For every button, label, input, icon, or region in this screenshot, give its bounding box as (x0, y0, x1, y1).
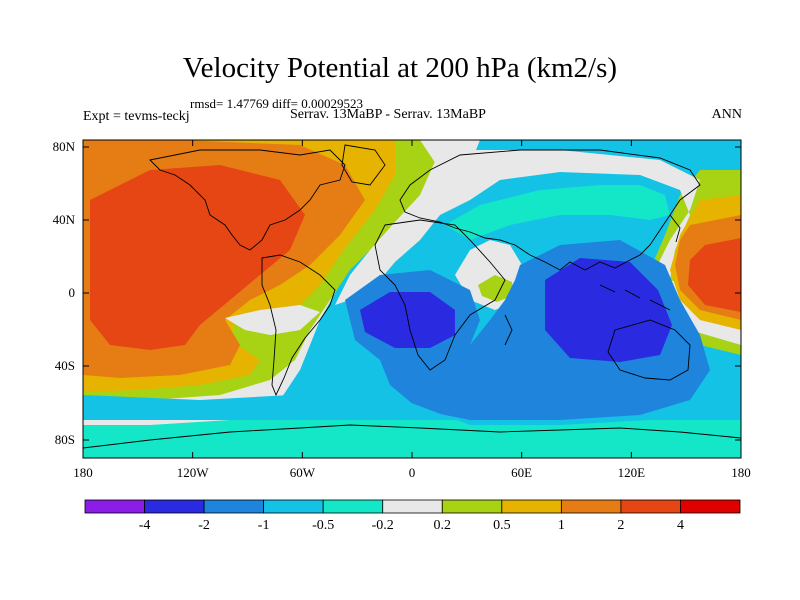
latitude-label: 40N (52, 212, 75, 227)
region-darkblue-atlantic (360, 292, 455, 348)
colorbar-label: 4 (676, 518, 684, 533)
coast-antarctica (83, 424, 741, 449)
colorbar-swatch (144, 499, 205, 514)
colorbar-swatch (620, 499, 681, 514)
axis-ticks (82, 140, 742, 458)
region-darkblue-indian (545, 258, 672, 362)
region-dark-orange (90, 165, 305, 350)
coast-australia (607, 319, 691, 381)
colorbar-swatch (441, 499, 503, 514)
colorbar-label: -1 (257, 518, 270, 533)
latitude-label: 80S (54, 432, 75, 447)
experiment-label: Expt = tevms-teckj (83, 109, 190, 124)
coast-africa (374, 219, 506, 371)
colorbar-swatch (84, 499, 145, 514)
latitude-label: 40S (54, 358, 75, 373)
coast-north-america (149, 149, 346, 251)
colorbar-swatch (203, 499, 265, 514)
coastlines (83, 144, 741, 449)
case-comparison-label: Serrav. 13MaBP - Serrav. 13MaBP (290, 107, 486, 122)
longitude-label: 0 (408, 465, 416, 480)
longitude-label: 120E (617, 465, 646, 480)
colorbar-swatch (263, 499, 324, 514)
longitude-label: 180 (73, 465, 93, 480)
region-eurasia-green (330, 140, 741, 355)
longitude-label: 120W (176, 465, 209, 480)
coast-south-america (261, 254, 336, 397)
colorbar-label: -0.5 (312, 518, 335, 533)
coast-madagascar (504, 314, 513, 346)
region-africa-green (478, 275, 514, 302)
colorbar-label: -2 (198, 518, 210, 533)
colorbar-label: -4 (138, 518, 151, 533)
velocity-potential-field (83, 140, 741, 458)
colorbar-label: 1 (557, 518, 565, 533)
region-western-pacific-red (688, 238, 741, 312)
latitude-label: 80N (52, 139, 75, 154)
season-label: ANN (711, 107, 742, 122)
coast-greenland (341, 144, 386, 186)
region-white-tongue (225, 305, 320, 335)
latitude-label: 0 (68, 285, 76, 300)
region-cyan-south (83, 375, 741, 425)
colorbar-swatch (560, 499, 622, 514)
colorbar-swatch (680, 499, 741, 514)
colorbar (84, 499, 741, 514)
rmsd-diff-stats: rmsd= 1.47769 diff= 0.00029523 (190, 96, 363, 111)
longitude-label: 180 (731, 465, 751, 480)
figure-title: Velocity Potential at 200 hPa (km2/s) (182, 52, 618, 84)
longitude-label: 60E (511, 465, 533, 480)
coast-japan (669, 214, 681, 243)
colorbar-swatch (501, 499, 562, 514)
colorbar-label: 0.5 (493, 518, 511, 533)
colorbar-label: -0.2 (371, 518, 394, 533)
colorbar-label: 2 (617, 518, 625, 533)
colorbar-label: 0.2 (433, 518, 452, 533)
region-eurasia-teal (445, 185, 670, 240)
colorbar-swatch (322, 499, 384, 514)
coast-maritime-continent (599, 284, 671, 311)
colorbar-swatch (382, 499, 443, 514)
region-eurasia-white (335, 150, 741, 345)
longitude-label: 60W (289, 465, 315, 480)
coast-eurasia (399, 149, 701, 271)
